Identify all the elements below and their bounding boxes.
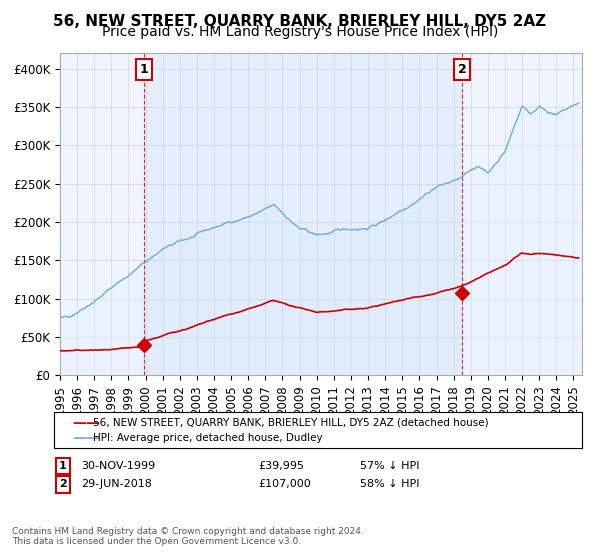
Text: 2: 2 — [458, 63, 467, 76]
Text: 30-NOV-1999: 30-NOV-1999 — [81, 461, 155, 471]
Bar — [144, 53, 462, 375]
Text: 58% ↓ HPI: 58% ↓ HPI — [360, 479, 419, 489]
Text: £39,995: £39,995 — [258, 461, 304, 471]
Text: £107,000: £107,000 — [258, 479, 311, 489]
Text: 56, NEW STREET, QUARRY BANK, BRIERLEY HILL, DY5 2AZ (detached house): 56, NEW STREET, QUARRY BANK, BRIERLEY HI… — [93, 418, 488, 428]
Text: 1: 1 — [59, 461, 67, 471]
Text: 56, NEW STREET, QUARRY BANK, BRIERLEY HILL, DY5 2AZ: 56, NEW STREET, QUARRY BANK, BRIERLEY HI… — [53, 14, 547, 29]
Text: ——: —— — [72, 432, 100, 447]
Text: 57% ↓ HPI: 57% ↓ HPI — [360, 461, 419, 471]
Text: HPI: Average price, detached house, Dudley: HPI: Average price, detached house, Dudl… — [93, 433, 323, 443]
Text: Contains HM Land Registry data © Crown copyright and database right 2024.
This d: Contains HM Land Registry data © Crown c… — [12, 526, 364, 546]
Text: Price paid vs. HM Land Registry's House Price Index (HPI): Price paid vs. HM Land Registry's House … — [102, 25, 498, 39]
Text: 29-JUN-2018: 29-JUN-2018 — [81, 479, 152, 489]
Text: 1: 1 — [140, 63, 149, 76]
Text: 56, NEW STREET, QUARRY BANK, BRIERLEY HILL, DY5 2AZ (detached house): 56, NEW STREET, QUARRY BANK, BRIERLEY HI… — [93, 418, 488, 428]
Text: HPI: Average price, detached house, Dudley: HPI: Average price, detached house, Dudl… — [93, 435, 323, 445]
Text: ——: —— — [72, 416, 100, 430]
Text: ——: —— — [72, 416, 100, 430]
Text: 2: 2 — [59, 479, 67, 489]
Text: ——: —— — [72, 431, 100, 445]
